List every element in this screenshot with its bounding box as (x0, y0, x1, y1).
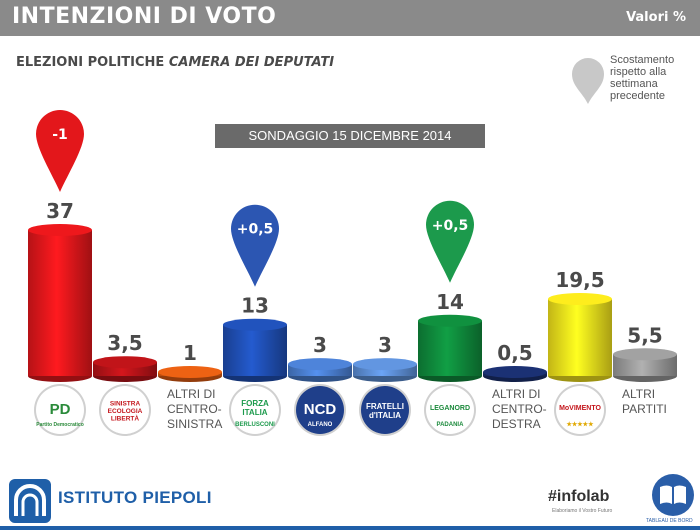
logo-text: ECOLOGIA (108, 408, 143, 415)
logo-text: LEGANORD (430, 405, 470, 412)
bar-value-label: 19,5 (555, 268, 604, 292)
tableau-de-bord-book-icon (652, 474, 694, 516)
category-label: ALTRI DI (167, 387, 215, 401)
legend-pin-icon (572, 58, 604, 104)
logo-text: MoVIMENTO (559, 405, 601, 412)
logo-subtext: ALFANO (308, 422, 333, 428)
pd-logo: PD Partito Democratico (34, 384, 86, 436)
bar-10 (613, 348, 677, 382)
bar-3 (158, 366, 222, 382)
footer-infolab-tagline: Elaboriamo il Vostro Futuro (552, 508, 613, 514)
bar-value-label: 3 (378, 333, 392, 357)
bar-5 (288, 358, 352, 382)
page-title: INTENZIONI DI VOTO (12, 4, 277, 29)
category-label: PARTITI (622, 402, 667, 416)
bar-value-label: 13 (241, 294, 269, 318)
change-pin: +0,5 (426, 200, 474, 283)
bar-value-label: 5,5 (627, 323, 662, 347)
survey-date-label: SONDAGGIO 15 DICEMBRE 2014 (215, 124, 485, 148)
logo-text: NCD (304, 401, 337, 418)
footer-line (0, 526, 700, 530)
lega-nord-logo: LEGANORD PADANIA (424, 384, 476, 436)
change-label: +0,5 (237, 222, 274, 238)
logo-text: LIBERTÀ (111, 413, 139, 422)
change-label: -1 (52, 127, 68, 143)
category-label: ALTRI (622, 387, 655, 401)
bar-value-label: 14 (436, 290, 464, 314)
footer-tableau-label: TABLEAU DE BORD (646, 518, 693, 524)
logo-text: ITALIA (242, 408, 267, 417)
logo-text: FORZA (241, 399, 269, 408)
footer-brand: ISTITUTO PIEPOLI (58, 488, 212, 507)
category-label: CENTRO- (167, 402, 222, 416)
unit-label: Valori % (626, 10, 686, 25)
bar-value-label: 3 (313, 333, 327, 357)
category-label: CENTRO- (492, 402, 547, 416)
logo-text: PD (50, 401, 71, 418)
movimento-5-stelle-logo: MoVIMENTO ★★★★★ (554, 384, 606, 436)
bar-1 (28, 224, 92, 382)
change-pin: +0,5 (231, 204, 279, 287)
subtitle-emphasis: CAMERA DEI DEPUTATI (168, 55, 335, 70)
bar-4 (223, 318, 287, 382)
legend-text: Scostamento rispetto alla settimana prec… (610, 54, 675, 102)
footer-infolab: #infolab (548, 488, 610, 505)
bar-value-label: 1 (183, 341, 197, 365)
logo-text: FRATELLI (366, 402, 404, 411)
bar-2 (93, 356, 157, 382)
chart-subtitle: ELEZIONI POLITICHE CAMERA DEI DEPUTATI (16, 55, 334, 70)
bar-6 (353, 358, 417, 382)
bar-7 (418, 314, 482, 382)
logo-subtext: PADANIA (437, 422, 465, 428)
category-label: SINISTRA (167, 417, 222, 431)
category-label: ALTRI DI (492, 387, 540, 401)
logo-text: d'ITALIA (369, 411, 401, 420)
subtitle-prefix: ELEZIONI POLITICHE (16, 55, 169, 70)
istituto-piepoli-logo-icon (9, 479, 51, 523)
logo-text: SINISTRA (110, 400, 141, 407)
bar-value-label: 3,5 (107, 331, 142, 355)
logo-subtext: ★★★★★ (567, 421, 595, 428)
category-label: DESTRA (492, 417, 541, 431)
logo-subtext: BERLUSCONI (235, 422, 275, 428)
change-label: +0,5 (432, 218, 469, 234)
bar-8 (483, 366, 547, 382)
change-pin: -1 (36, 110, 84, 192)
header-bar: INTENZIONI DI VOTO Valori % (0, 0, 700, 36)
ncd-logo: NCD ALFANO (294, 384, 346, 436)
logo-subtext: Partito Democratico (36, 422, 84, 428)
bar-9 (548, 293, 612, 382)
bar-value-label: 37 (46, 199, 74, 223)
bar-value-label: 0,5 (497, 341, 532, 365)
